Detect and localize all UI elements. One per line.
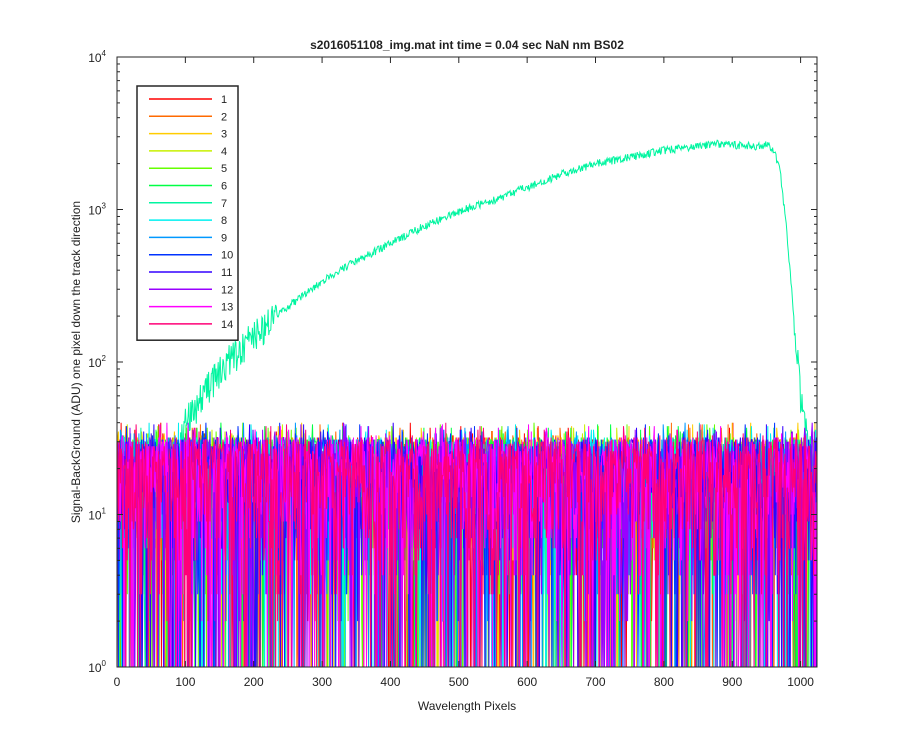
x-axis-label: Wavelength Pixels [418,699,516,713]
y-tick-base: 10 [88,51,102,65]
legend-label: 14 [221,319,233,331]
x-tick-label: 900 [722,675,742,689]
legend-label: 10 [221,250,233,262]
legend-label: 7 [221,198,227,210]
legend-label: 2 [221,111,227,123]
series-layer [117,139,817,667]
legend-entry: 10 [149,250,233,262]
y-tick-label: 103 [88,202,106,218]
x-tick-label: 600 [517,675,537,689]
legend-label: 12 [221,284,233,296]
y-tick-exponent: 1 [102,507,107,516]
y-tick-base: 10 [88,661,102,675]
y-tick-exponent: 3 [102,202,107,211]
legend-entry: 13 [149,302,233,314]
x-tick-label: 500 [449,675,469,689]
x-tick-label: 800 [654,675,674,689]
legend-entry: 11 [149,267,232,279]
x-tick-label: 100 [175,675,195,689]
series-line-7 [117,139,817,667]
x-tick-label: 1000 [787,675,814,689]
legend-entry: 1 [149,94,227,106]
legend-entry: 8 [149,215,227,227]
legend-entry: 5 [149,163,227,175]
legend-label: 6 [221,181,227,193]
legend-label: 9 [221,232,227,244]
legend-label: 13 [221,302,233,314]
chart-title: s2016051108_img.mat int time = 0.04 sec … [310,38,624,52]
legend-label: 1 [221,94,227,106]
legend-entry: 2 [149,111,227,123]
y-tick-base: 10 [88,204,102,218]
x-axis: 0 100 200 300 400 500 600 700 800 900 1000 [114,57,814,689]
x-tick-label: 700 [586,675,606,689]
y-tick-base: 10 [88,509,102,523]
legend-entry: 9 [149,232,227,244]
legend-entry: 14 [149,319,233,331]
legend-label: 8 [221,215,227,227]
legend-entry: 7 [149,198,227,210]
x-tick-label: 400 [380,675,400,689]
legend-label: 5 [221,163,227,175]
y-axis-label: Signal-BackGround (ADU) one pixel down t… [69,201,83,523]
y-tick-exponent: 4 [102,49,107,58]
x-tick-label: 300 [312,675,332,689]
legend-entry: 6 [149,181,227,193]
series-line-14 [117,422,817,667]
x-tick-label: 0 [114,675,121,689]
legend-box [136,85,239,341]
y-tick-label: 101 [88,507,106,523]
legend-entry: 12 [149,284,233,296]
y-tick-label: 100 [88,659,106,675]
legend-label: 11 [221,267,232,279]
legend-label: 3 [221,129,227,141]
legend-entry: 4 [149,146,227,158]
x-tick-label: 200 [244,675,264,689]
y-tick-exponent: 2 [102,354,107,363]
legend-label: 4 [221,146,227,158]
legend-entry: 3 [149,129,227,141]
y-tick-exponent: 0 [102,659,107,668]
y-tick-label: 104 [88,49,106,65]
series-line-13 [117,422,817,667]
y-tick-base: 10 [88,356,102,370]
y-tick-label: 102 [88,354,106,370]
